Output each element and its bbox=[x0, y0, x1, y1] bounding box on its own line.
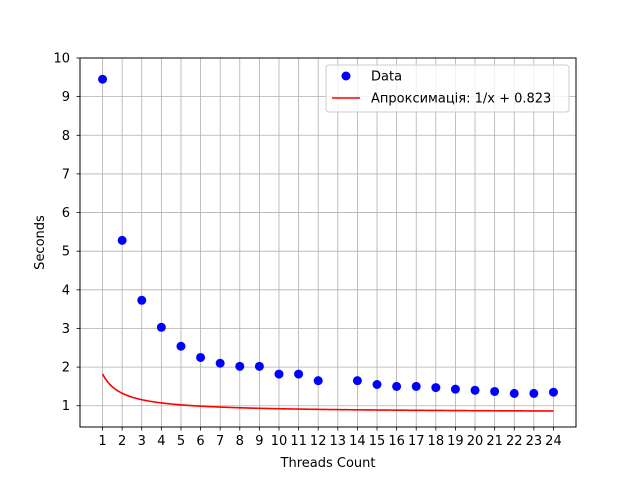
x-tick-label: 9 bbox=[255, 434, 263, 449]
legend-box bbox=[325, 64, 570, 113]
x-tick-label: 18 bbox=[428, 434, 445, 449]
legend-label: Апроксимація: 1/x + 0.823 bbox=[371, 92, 551, 107]
x-tick-label: 20 bbox=[467, 434, 484, 449]
data-point bbox=[98, 74, 108, 84]
y-tick-label: 4 bbox=[62, 283, 70, 298]
data-point bbox=[352, 376, 362, 386]
data-point bbox=[450, 384, 460, 394]
data-point bbox=[215, 358, 225, 368]
x-tick-label: 22 bbox=[506, 434, 523, 449]
data-point bbox=[313, 376, 323, 386]
grid bbox=[80, 57, 576, 427]
legend: Data Апроксимація: 1/x + 0.823 bbox=[325, 64, 570, 113]
x-tick-label: 17 bbox=[408, 434, 425, 449]
data-point bbox=[372, 379, 382, 389]
legend-label: Data bbox=[371, 70, 402, 85]
series-layer bbox=[98, 74, 558, 412]
x-tick-label: 19 bbox=[447, 434, 464, 449]
x-tick-label: 24 bbox=[545, 434, 562, 449]
legend-marker-data bbox=[341, 71, 351, 81]
y-axis-label: Seconds bbox=[33, 215, 48, 270]
x-tick-label: 12 bbox=[310, 434, 327, 449]
x-tick-label: 11 bbox=[290, 434, 307, 449]
data-point bbox=[294, 369, 304, 379]
y-tick-label: 10 bbox=[53, 52, 70, 67]
data-point bbox=[137, 295, 147, 305]
x-tick-label: 21 bbox=[486, 434, 503, 449]
data-point bbox=[529, 388, 539, 398]
x-tick-label: 13 bbox=[330, 434, 347, 449]
x-tick-label: 1 bbox=[98, 434, 106, 449]
x-tick-label: 6 bbox=[196, 434, 204, 449]
data-point bbox=[176, 341, 186, 351]
y-tick-label: 1 bbox=[62, 399, 70, 414]
x-tick-label: 8 bbox=[236, 434, 244, 449]
y-tick-label: 6 bbox=[62, 206, 70, 221]
data-point bbox=[254, 361, 264, 371]
data-point bbox=[431, 383, 441, 393]
y-tick-label: 8 bbox=[62, 129, 70, 144]
y-tick-label: 2 bbox=[62, 361, 70, 376]
x-axis-label: Threads Count bbox=[280, 456, 376, 471]
y-tick-label: 5 bbox=[62, 245, 70, 260]
x-tick-label: 4 bbox=[157, 434, 165, 449]
axis-ticks: 1 2 3 4 5 6 7 8 9 10 11 12 13 14 15 16 17 18 19 20 21 22 23 241… bbox=[53, 52, 561, 450]
y-tick-label: 9 bbox=[62, 90, 70, 105]
x-tick-label: 23 bbox=[526, 434, 543, 449]
x-tick-label: 15 bbox=[369, 434, 386, 449]
x-tick-label: 7 bbox=[216, 434, 224, 449]
x-tick-label: 16 bbox=[388, 434, 405, 449]
data-point bbox=[509, 388, 519, 398]
data-point bbox=[235, 361, 245, 371]
x-tick-label: 5 bbox=[177, 434, 185, 449]
x-tick-label: 10 bbox=[271, 434, 288, 449]
data-point bbox=[156, 322, 166, 332]
x-tick-label: 14 bbox=[349, 434, 366, 449]
plot-area-frame bbox=[79, 57, 577, 428]
data-point bbox=[117, 235, 127, 245]
series-line-fit bbox=[101, 373, 554, 412]
x-tick-label: 3 bbox=[138, 434, 146, 449]
data-point bbox=[392, 381, 402, 391]
data-point bbox=[470, 385, 480, 395]
y-tick-label: 3 bbox=[62, 322, 70, 337]
data-point bbox=[274, 369, 284, 379]
data-point bbox=[411, 381, 421, 391]
y-tick-label: 7 bbox=[62, 167, 70, 182]
data-point bbox=[548, 387, 558, 397]
data-point bbox=[196, 352, 206, 362]
data-point bbox=[490, 386, 500, 396]
x-tick-label: 2 bbox=[118, 434, 126, 449]
